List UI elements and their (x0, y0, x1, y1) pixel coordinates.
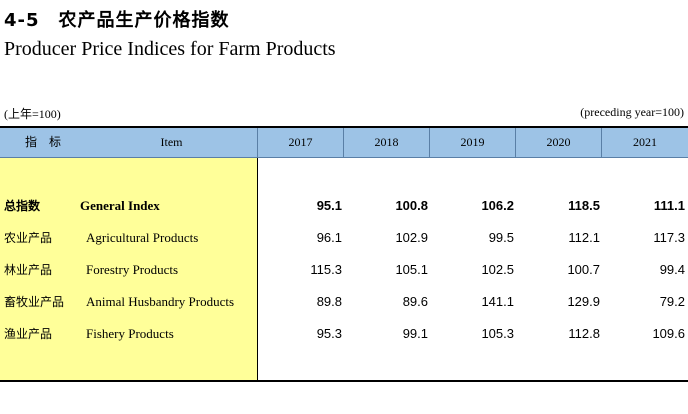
value-2018: 105.1 (395, 262, 428, 277)
value-2017: 89.8 (316, 294, 342, 309)
top-rule (0, 126, 688, 128)
value-2017: 115.3 (310, 262, 342, 277)
row-label-en: Fishery Products (86, 326, 174, 341)
value-2020: 112.8 (568, 326, 600, 341)
row-label-cn: 总指数 (4, 199, 41, 213)
header-sep (601, 128, 602, 157)
value-2020: 100.7 (567, 262, 600, 277)
value-2017: 96.1 (316, 230, 342, 245)
table-title-cn: 4-5 农产品生产价格指数 (4, 10, 230, 31)
value-2019: 141.1 (481, 294, 514, 309)
value-2017: 95.1 (316, 198, 342, 213)
value-2019: 99.5 (488, 230, 514, 245)
header-sep (257, 128, 258, 157)
value-2021: 109.6 (652, 326, 685, 341)
value-2018: 89.6 (402, 294, 428, 309)
header-sep (343, 128, 344, 157)
value-2021: 79.2 (659, 294, 685, 309)
table-row: 林业产品 Forestry Products 115.3 105.1 102.5… (0, 260, 688, 280)
header-year-2017: 2017 (288, 135, 313, 149)
stub-divider (257, 158, 258, 380)
table-header: 指 标 Item 2017 2018 2019 2020 2021 (0, 128, 688, 158)
row-label-cn: 农业产品 (4, 231, 53, 245)
row-label-en: Animal Husbandry Products (86, 294, 235, 309)
value-2019: 106.2 (481, 198, 514, 213)
table-row: 畜牧业产品 Animal Husbandry Products 89.8 89.… (0, 292, 688, 312)
row-label-en: Agricultural Products (86, 230, 199, 245)
value-2019: 105.3 (481, 326, 514, 341)
value-2021: 111.1 (653, 198, 685, 213)
header-year-2021: 2021 (633, 135, 657, 149)
row-label-en: General Index (80, 198, 160, 213)
row-label-cn: 林业产品 (4, 263, 53, 277)
unit-note-cn: (上年=100) (4, 107, 61, 121)
header-indicator: 指 标 (24, 135, 61, 149)
value-2021: 117.3 (653, 230, 685, 245)
row-label-en: Forestry Products (86, 262, 179, 277)
row-label-cn: 畜牧业产品 (4, 295, 65, 309)
table-row: 渔业产品 Fishery Products 95.3 99.1 105.3 11… (0, 324, 688, 344)
header-year-2018: 2018 (374, 135, 399, 149)
value-2020: 129.9 (567, 294, 600, 309)
table-row: 农业产品 Agricultural Products 96.1 102.9 99… (0, 228, 688, 248)
unit-note-en: (preceding year=100) (580, 105, 684, 119)
header-year-2019: 2019 (460, 135, 485, 149)
value-2018: 100.8 (395, 198, 428, 213)
value-2020: 118.5 (568, 198, 600, 213)
table-title-en: Producer Price Indices for Farm Products (4, 38, 336, 60)
table-row: 总指数 General Index 95.1 100.8 106.2 118.5… (0, 196, 688, 216)
value-2018: 102.9 (395, 230, 428, 245)
value-2020: 112.1 (568, 230, 600, 245)
value-2019: 102.5 (481, 262, 514, 277)
header-year-2020: 2020 (546, 135, 571, 149)
bottom-rule (0, 380, 688, 382)
header-sep (515, 128, 516, 157)
header-sep (429, 128, 430, 157)
value-2018: 99.1 (402, 326, 428, 341)
stub-column-background (0, 158, 257, 380)
value-2021: 99.4 (659, 262, 685, 277)
row-label-cn: 渔业产品 (4, 327, 53, 341)
value-2017: 95.3 (316, 326, 342, 341)
header-item: Item (160, 135, 183, 149)
